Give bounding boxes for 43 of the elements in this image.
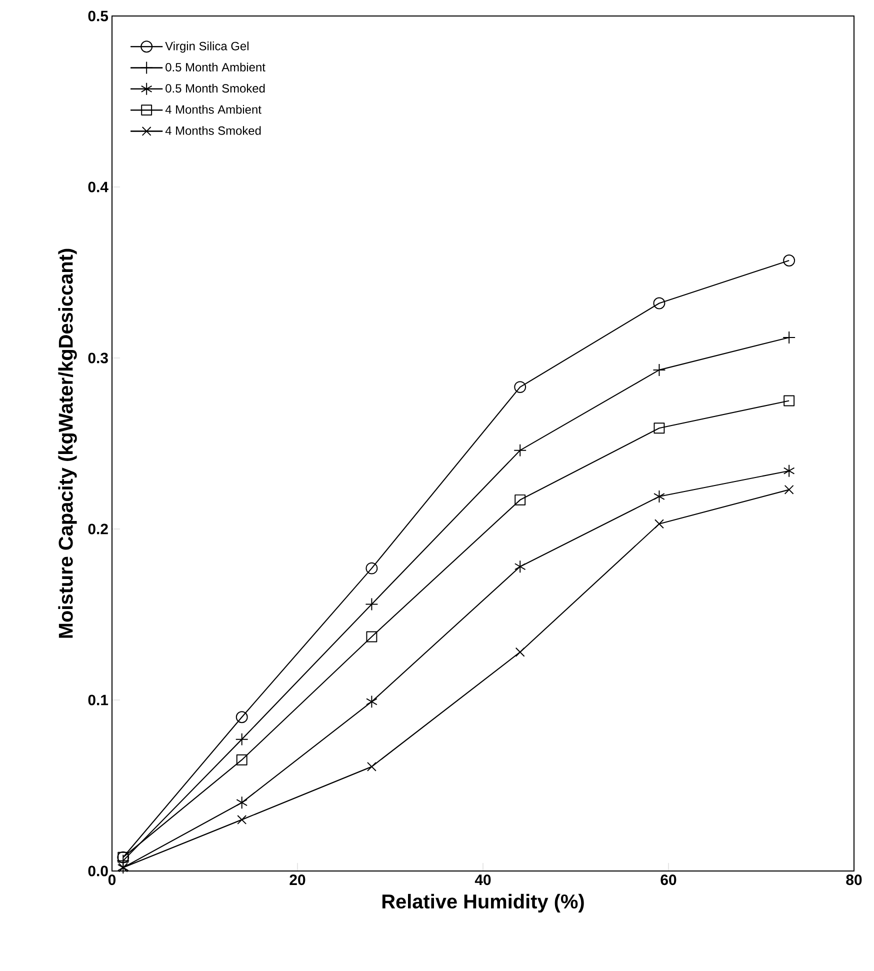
point: [782, 330, 796, 344]
point: [366, 762, 376, 772]
y-tick-label: 0.2: [88, 524, 108, 534]
point: [366, 562, 378, 574]
x-tick-label: 0: [108, 874, 116, 886]
point: [654, 519, 664, 529]
point: [653, 297, 666, 310]
legend-label: 0.5 Month Smoked: [166, 84, 265, 93]
y-tick-label: 0.4: [88, 182, 108, 192]
legend-label: 0.5 Month Ambient: [166, 62, 266, 72]
point: [514, 560, 526, 574]
legend-label: Virgin Silica Gel: [165, 42, 248, 53]
point: [783, 464, 795, 478]
y-tick-label: 0.3: [88, 352, 108, 364]
point: [784, 484, 794, 494]
point: [783, 254, 796, 267]
point: [237, 814, 247, 824]
y-axis-title: Moisture Capacity (kgWater/kgDesiccant): [58, 248, 77, 638]
point: [365, 598, 378, 611]
point: [236, 754, 248, 766]
point: [236, 711, 248, 724]
point: [514, 381, 526, 394]
point: [514, 444, 527, 457]
x-tick-label: 40: [474, 874, 491, 886]
point: [654, 422, 665, 434]
point: [366, 631, 378, 642]
y-tick-label: 0.5: [88, 10, 108, 22]
point: [366, 695, 378, 708]
point: [652, 363, 666, 376]
legend-label: 4 Months Smoked: [165, 126, 261, 135]
point: [235, 732, 248, 746]
x-tick-label: 80: [846, 874, 862, 886]
point: [515, 647, 525, 657]
point: [654, 490, 665, 503]
x-tick-label: 20: [290, 874, 306, 886]
x-axis-title: Relative Humidity (%): [382, 894, 584, 913]
point: [236, 796, 248, 810]
x-tick-label: 60: [660, 874, 676, 886]
legend-label: 4 Months Ambient: [165, 104, 262, 114]
point: [514, 494, 526, 506]
point: [784, 395, 795, 406]
y-tick-label: 0.0: [88, 866, 108, 876]
y-tick-label: 0.1: [88, 694, 108, 706]
